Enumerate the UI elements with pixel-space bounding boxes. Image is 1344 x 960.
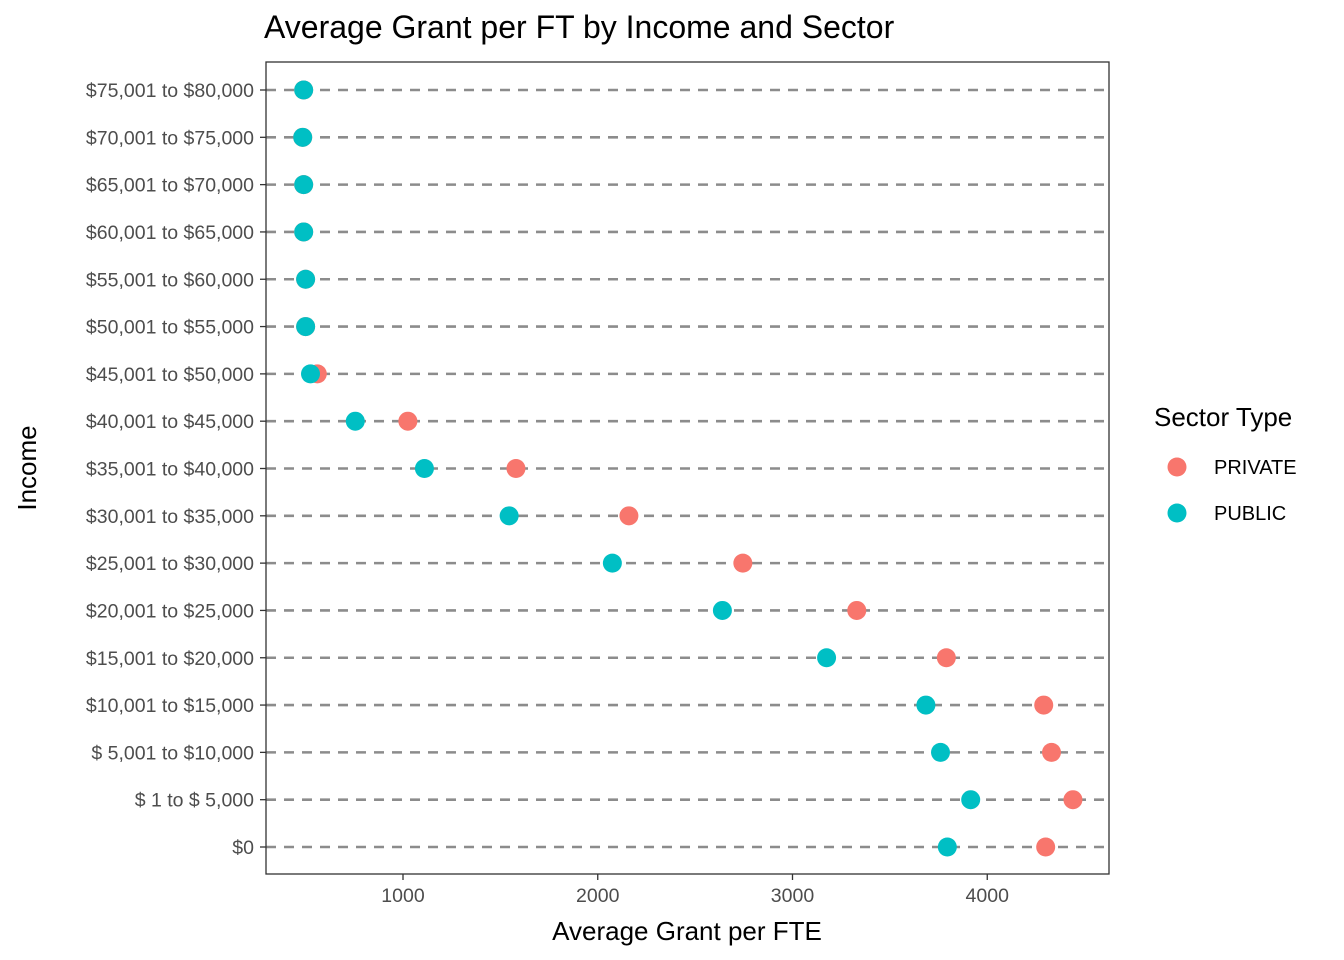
y-tick-label: $35,001 to $40,000 — [86, 459, 254, 481]
y-tick-label: $50,001 to $55,000 — [86, 317, 254, 339]
public-point — [931, 742, 951, 762]
public-point — [602, 553, 622, 573]
x-tick-label: 3000 — [771, 885, 815, 907]
public-point — [916, 695, 936, 715]
public-point — [294, 222, 314, 242]
y-tick-label: $0 — [232, 837, 254, 859]
y-tick-label: $75,001 to $80,000 — [86, 80, 254, 102]
public-point — [296, 317, 316, 337]
private-point — [1036, 837, 1056, 857]
private-point — [1042, 742, 1062, 762]
legend-key-private — [1167, 457, 1187, 477]
y-tick-label: $20,001 to $25,000 — [86, 600, 254, 622]
y-axis: $0 $ 1 to $ 5,000 $ 5,001 to $10,000 $10,00… — [86, 80, 266, 859]
y-tick-label: $65,001 to $70,000 — [86, 175, 254, 197]
public-point — [817, 648, 837, 668]
public-point — [937, 837, 957, 857]
guide-lines — [266, 88, 1109, 849]
y-tick-label: $ 1 to $ 5,000 — [135, 790, 254, 812]
public-point — [414, 459, 434, 478]
y-tick-label: $55,001 to $60,000 — [86, 269, 254, 291]
public-point — [296, 269, 316, 289]
legend-label-public: PUBLIC — [1214, 503, 1286, 525]
private-point — [1063, 790, 1083, 810]
public-point — [345, 411, 365, 431]
private-point — [1034, 695, 1054, 715]
legend-label-private: PRIVATE — [1214, 457, 1297, 479]
private-point — [398, 411, 418, 431]
public-point — [294, 80, 314, 100]
x-axis: 1000 2000 3000 4000 — [381, 874, 1009, 907]
y-tick-label: $45,001 to $50,000 — [86, 364, 254, 386]
public-point — [712, 600, 732, 620]
private-point — [619, 506, 639, 526]
y-tick-label: $15,001 to $20,000 — [86, 648, 254, 670]
y-tick-label: $30,001 to $35,000 — [86, 506, 254, 528]
y-tick-label: $10,001 to $15,000 — [86, 695, 254, 717]
private-point — [847, 600, 867, 620]
legend-title: Sector Type — [1154, 402, 1292, 432]
y-tick-label: $70,001 to $75,000 — [86, 127, 254, 149]
data-points — [293, 80, 1083, 857]
y-axis-title: Income — [12, 425, 42, 510]
y-tick-label: $25,001 to $30,000 — [86, 553, 254, 575]
private-point — [506, 459, 526, 478]
private-point — [733, 553, 753, 573]
y-tick-label: $ 5,001 to $10,000 — [91, 742, 254, 764]
chart-title: Average Grant per FT by Income and Secto… — [264, 9, 895, 45]
public-point — [293, 127, 313, 147]
x-tick-label: 1000 — [381, 885, 425, 907]
legend-items: PRIVATE PUBLIC — [1167, 457, 1297, 525]
legend-key-public — [1167, 503, 1187, 523]
series-public — [293, 80, 981, 857]
y-tick-label: $40,001 to $45,000 — [86, 411, 254, 433]
y-tick-label: $60,001 to $65,000 — [86, 222, 254, 244]
x-axis-title: Average Grant per FTE — [552, 916, 822, 946]
x-tick-label: 4000 — [966, 885, 1010, 907]
public-point — [499, 506, 519, 526]
x-tick-label: 2000 — [576, 885, 620, 907]
public-point — [294, 175, 314, 195]
public-point — [961, 790, 981, 810]
public-point — [300, 364, 320, 384]
legend: Sector Type PRIVATE PUBLIC — [1154, 402, 1297, 525]
private-point — [936, 648, 956, 668]
